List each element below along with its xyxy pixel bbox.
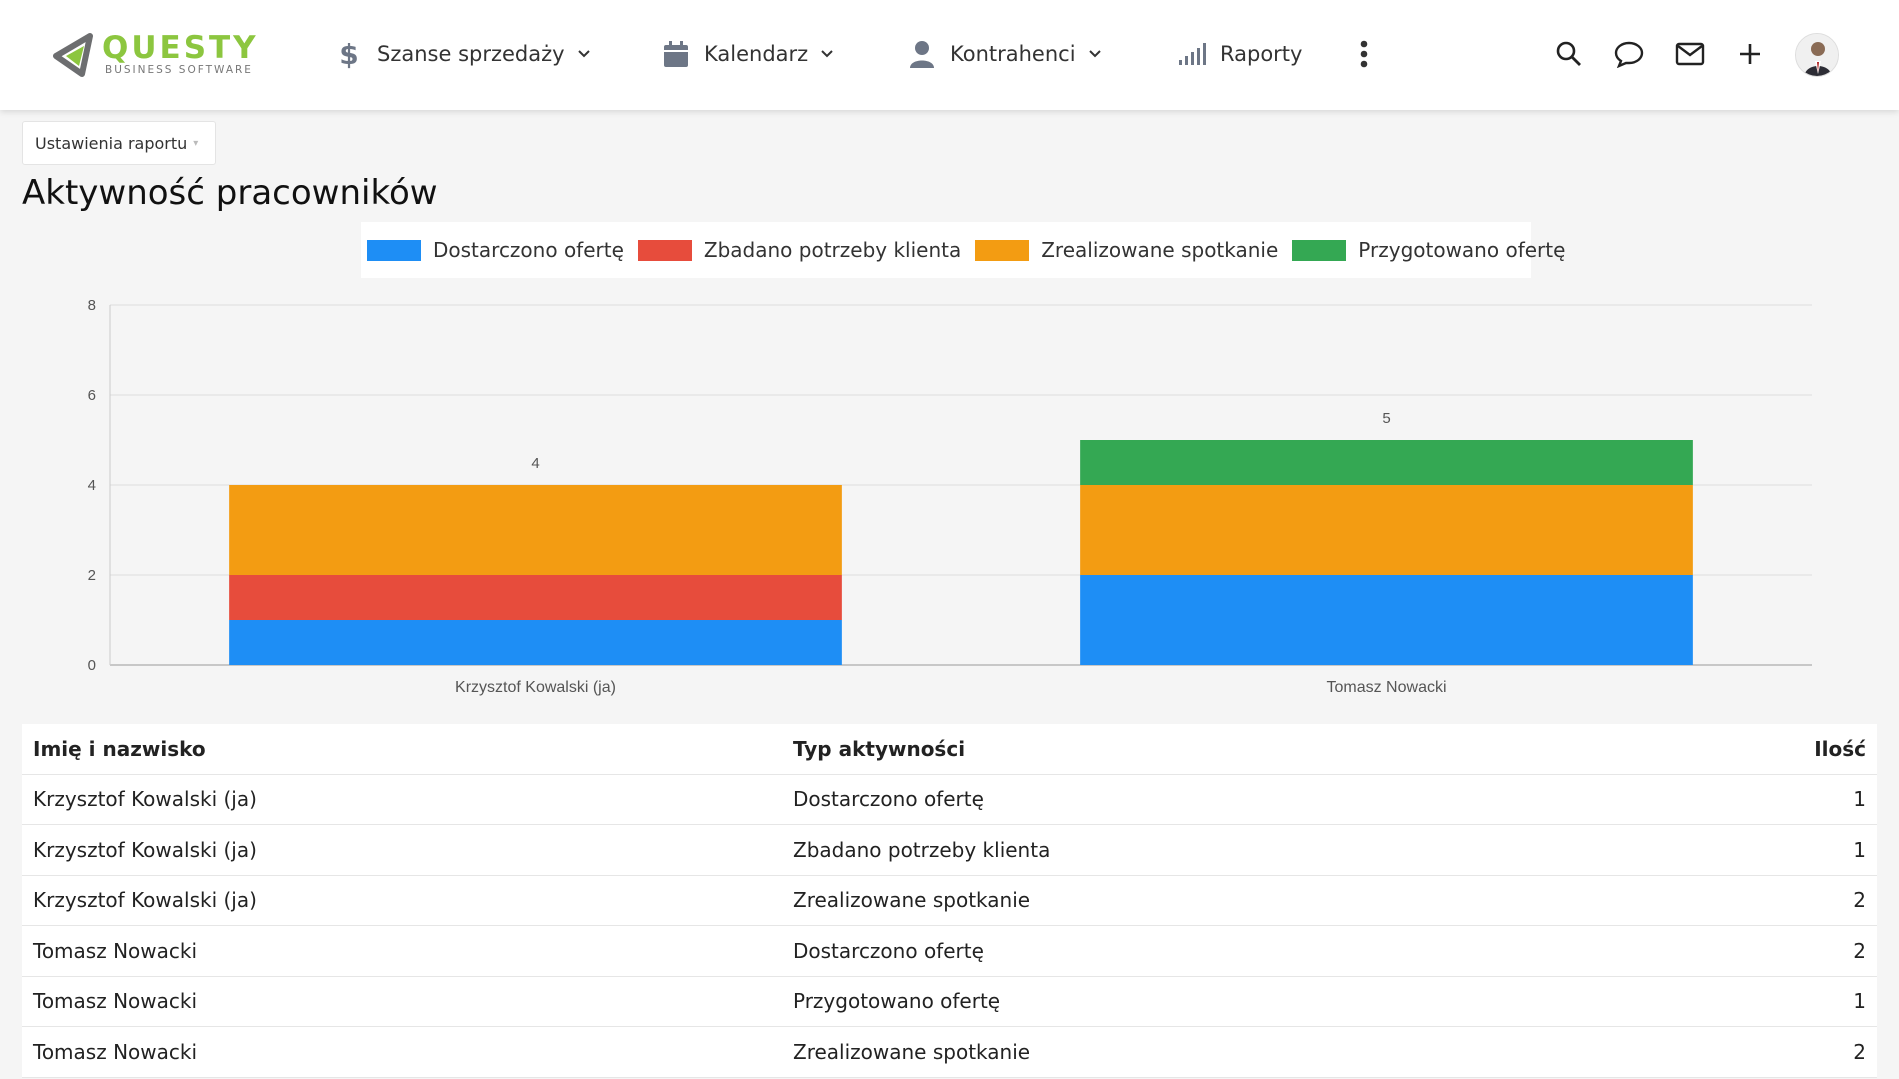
cell-name: Krzysztof Kowalski (ja): [22, 824, 782, 876]
report-settings-label: Ustawienia raportu: [35, 133, 188, 153]
bar-segment: [229, 485, 842, 575]
cell-type: Zrealizowane spotkanie: [782, 875, 1649, 926]
nav-kontrahenci[interactable]: Kontrahenci: [906, 36, 1102, 72]
y-tick-label: 6: [88, 387, 96, 404]
legend-item[interactable]: Zrealizowane spotkanie: [975, 238, 1278, 262]
x-tick-label: Tomasz Nowacki: [1326, 679, 1446, 696]
cell-type: Dostarczono ofertę: [782, 774, 1649, 825]
table-row: Tomasz Nowacki Dostarczono ofertę 2: [22, 925, 1877, 977]
chart-legend: Dostarczono ofertę Zbadano potrzeby klie…: [361, 222, 1565, 278]
cell-count: 2: [1648, 875, 1877, 926]
y-tick-label: 4: [88, 477, 96, 494]
nav-label: Kalendarz: [704, 42, 809, 66]
bar-segment: [1080, 440, 1693, 485]
nav-label: Kontrahenci: [950, 42, 1076, 66]
bar-signal-icon: [1176, 42, 1208, 66]
nav-szanse-sprzedazy[interactable]: $ Szanse sprzedaży: [333, 36, 591, 72]
cell-type: Zbadano potrzeby klienta: [782, 824, 1649, 876]
plus-icon[interactable]: [1732, 36, 1768, 72]
x-tick-label: Krzysztof Kowalski (ja): [455, 679, 616, 696]
bar-total-label: 5: [1382, 410, 1390, 427]
mail-icon[interactable]: [1672, 36, 1708, 72]
avatar[interactable]: [1795, 33, 1839, 77]
legend-swatch: [975, 239, 1030, 261]
chevron-down-icon: [577, 49, 591, 59]
nav-label: Raporty: [1220, 42, 1303, 66]
chevron-down-icon: [820, 49, 834, 59]
y-tick-label: 8: [88, 297, 96, 314]
table-row: Tomasz Nowacki Przygotowano ofertę 1: [22, 976, 1877, 1027]
table-row: Tomasz Nowacki Zrealizowane spotkanie 2: [22, 1026, 1877, 1078]
cell-type: Przygotowano ofertę: [782, 976, 1649, 1027]
column-header-count[interactable]: Ilość: [1648, 724, 1877, 775]
stacked-bar-chart: 0 2 4 6 8 4 Krzysztof Kowalski (ja) 5 Tomasz Now…: [88, 297, 1812, 696]
dollar-icon: $: [333, 39, 365, 69]
svg-text:$: $: [339, 39, 358, 69]
top-navbar: QUESTY BUSINESS SOFTWARE $ Szanse sprzed…: [0, 0, 1899, 110]
y-tick-label: 0: [88, 657, 96, 674]
caret-down-icon: ▾: [193, 137, 199, 149]
bar-total-label: 4: [531, 455, 539, 472]
cell-name: Tomasz Nowacki: [22, 1026, 782, 1078]
legend-item[interactable]: Dostarczono ofertę: [367, 238, 624, 262]
logo-tagline: BUSINESS SOFTWARE: [105, 64, 253, 76]
cell-count: 1: [1648, 824, 1877, 876]
cell-count: 2: [1648, 1026, 1877, 1078]
cell-name: Tomasz Nowacki: [22, 925, 782, 977]
table-row: Krzysztof Kowalski (ja) Zbadano potrzeby…: [22, 824, 1877, 876]
bar-segment: [1080, 485, 1693, 575]
cell-name: Krzysztof Kowalski (ja): [22, 774, 782, 825]
chat-icon[interactable]: [1611, 36, 1647, 72]
more-vertical-icon[interactable]: [1346, 36, 1382, 72]
legend-label: Zrealizowane spotkanie: [1041, 238, 1279, 262]
bar-segment: [229, 575, 842, 620]
logo-wordmark: QUESTY: [102, 30, 259, 66]
legend-swatch: [637, 239, 692, 261]
avatar-image: [1796, 34, 1838, 76]
column-header-name[interactable]: Imię i nazwisko: [22, 724, 782, 775]
table-header-row: Imię i nazwisko Typ aktywności Ilość: [22, 724, 1877, 775]
legend-label: Dostarczono ofertę: [433, 238, 624, 262]
activity-table: Imię i nazwisko Typ aktywności Ilość Krz…: [22, 724, 1877, 1078]
nav-kalendarz[interactable]: Kalendarz: [660, 36, 834, 72]
cell-name: Tomasz Nowacki: [22, 976, 782, 1027]
table-row: Krzysztof Kowalski (ja) Zrealizowane spo…: [22, 875, 1877, 926]
legend-item[interactable]: Przygotowano ofertę: [1292, 238, 1565, 262]
legend-label: Przygotowano ofertę: [1358, 238, 1566, 262]
y-tick-label: 2: [88, 567, 96, 584]
cell-count: 1: [1648, 976, 1877, 1027]
search-icon[interactable]: [1551, 36, 1587, 72]
report-settings-dropdown[interactable]: Ustawienia raportu ▾: [22, 121, 216, 165]
cell-type: Dostarczono ofertę: [782, 925, 1649, 977]
legend-swatch: [1292, 239, 1347, 261]
page-title: Aktywność pracowników: [22, 173, 438, 213]
nav-raporty[interactable]: Raporty: [1176, 36, 1302, 72]
questy-logo[interactable]: QUESTY BUSINESS SOFTWARE: [52, 28, 292, 84]
bar-segment: [229, 620, 842, 665]
cell-type: Zrealizowane spotkanie: [782, 1026, 1649, 1078]
legend-item[interactable]: Zbadano potrzeby klienta: [637, 238, 962, 262]
user-icon: [906, 40, 938, 68]
legend-swatch: [367, 239, 421, 261]
table-row: Krzysztof Kowalski (ja) Dostarczono ofer…: [22, 774, 1877, 825]
cell-count: 2: [1648, 925, 1877, 977]
column-header-type[interactable]: Typ aktywności: [782, 724, 1649, 775]
calendar-icon: [660, 40, 692, 68]
chevron-down-icon: [1088, 49, 1102, 59]
logo-mark-icon: [53, 33, 93, 77]
nav-label: Szanse sprzedaży: [377, 42, 565, 66]
cell-count: 1: [1648, 774, 1877, 825]
legend-label: Zbadano potrzeby klienta: [703, 238, 962, 262]
bar-segment: [1080, 575, 1693, 665]
cell-name: Krzysztof Kowalski (ja): [22, 875, 782, 926]
